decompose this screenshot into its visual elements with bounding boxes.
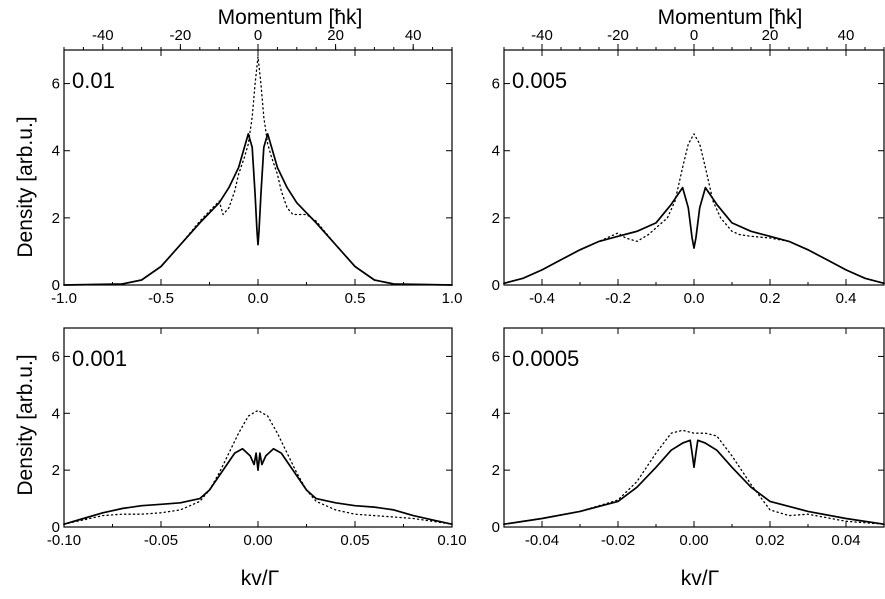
y-tick-label: 4: [492, 405, 500, 422]
x-tick-label: -0.10: [47, 532, 81, 549]
top-tick-label: -40: [531, 27, 553, 44]
solid-curve: [63, 447, 453, 526]
y-axis-label-bottom: Density [arb.u.]: [14, 354, 37, 495]
y-tick-label: 0: [492, 277, 500, 294]
solid-curve: [63, 133, 453, 286]
y-tick-label: 0: [492, 519, 500, 536]
panel-1: -1.0 -0.5 0.0 0.5 1.0 0 2 4 6 -40 -20 0 20 40 0.01: [51, 27, 462, 307]
y-tick-label: 6: [52, 348, 60, 365]
x-tick-label: -0.05: [144, 532, 178, 549]
y-tick-label: 0: [52, 277, 60, 294]
top-tick-label: 0: [690, 27, 698, 44]
x-tick-label: 0.0: [684, 290, 705, 307]
panel-label: 0.01: [72, 68, 115, 93]
x-tick-label: 0.10: [437, 532, 466, 549]
top-tick-label: -20: [170, 27, 192, 44]
plot-frame: [63, 49, 453, 286]
x-tick-label: 0.02: [755, 532, 784, 549]
x-tick-label: -0.2: [605, 290, 631, 307]
top-tick-label: 20: [762, 27, 779, 44]
solid-curve: [503, 186, 885, 285]
top-axis-label-left: Momentum [ħk]: [218, 6, 363, 29]
panel-3: -0.10 -0.05 0.00 0.05 0.10 0 2 4 6 0.001: [47, 327, 467, 549]
x-tick-label: 0.05: [340, 532, 369, 549]
panel-4: -0.04 -0.02 0.00 0.02 0.04 0 2 4 6 0.0005: [492, 327, 885, 549]
x-tick-label: 0.2: [760, 290, 781, 307]
y-axis-label-top: Density [arb.u.]: [14, 116, 37, 257]
y-tick-label: 4: [52, 143, 60, 160]
x-tick-label: -1.0: [51, 290, 77, 307]
x-axis-label-right: kv/Γ: [681, 567, 719, 590]
x-tick-label: 0.00: [243, 532, 272, 549]
y-tick-label: 2: [52, 210, 60, 227]
dotted-curve: [63, 409, 453, 525]
top-axis-label-right: Momentum [ħk]: [658, 6, 803, 29]
x-tick-label: 0.4: [836, 290, 857, 307]
panel-label: 0.0005: [512, 346, 579, 371]
x-tick-label: 0.00: [679, 532, 708, 549]
x-tick-label: -0.04: [525, 532, 559, 549]
top-tick-label: 40: [405, 27, 422, 44]
top-tick-label: 20: [327, 27, 344, 44]
x-tick-label: -0.5: [148, 290, 174, 307]
dotted-curve: [503, 429, 885, 525]
y-tick-label: 2: [492, 210, 500, 227]
x-tick-label: 0.5: [345, 290, 366, 307]
panel-2: -0.4 -0.2 0.0 0.2 0.4 0 2 4 6 -40 -20 0 20 40 0.005: [492, 27, 885, 307]
x-tick-label: -0.4: [529, 290, 555, 307]
y-tick-label: 2: [52, 462, 60, 479]
top-tick-label: 40: [838, 27, 855, 44]
y-tick-label: 4: [492, 143, 500, 160]
top-tick-label: -40: [92, 27, 114, 44]
top-tick-label: 0: [254, 27, 262, 44]
panel-label: 0.001: [72, 346, 127, 371]
y-tick-label: 2: [492, 462, 500, 479]
x-tick-label: 0.04: [831, 532, 860, 549]
dotted-curve: [63, 56, 453, 286]
x-tick-label: 0.0: [248, 290, 269, 307]
dotted-curve: [503, 133, 885, 284]
top-tick-label: -20: [607, 27, 629, 44]
y-tick-label: 6: [492, 76, 500, 93]
y-tick-label: 0: [52, 519, 60, 536]
x-tick-label: -0.02: [601, 532, 635, 549]
solid-curve: [503, 439, 885, 526]
y-tick-label: 6: [52, 76, 60, 93]
y-tick-label: 6: [492, 348, 500, 365]
panel-label: 0.005: [512, 68, 567, 93]
x-axis-label-left: kv/Γ: [241, 567, 279, 590]
x-tick-label: 1.0: [442, 290, 463, 307]
y-tick-label: 4: [52, 405, 60, 422]
